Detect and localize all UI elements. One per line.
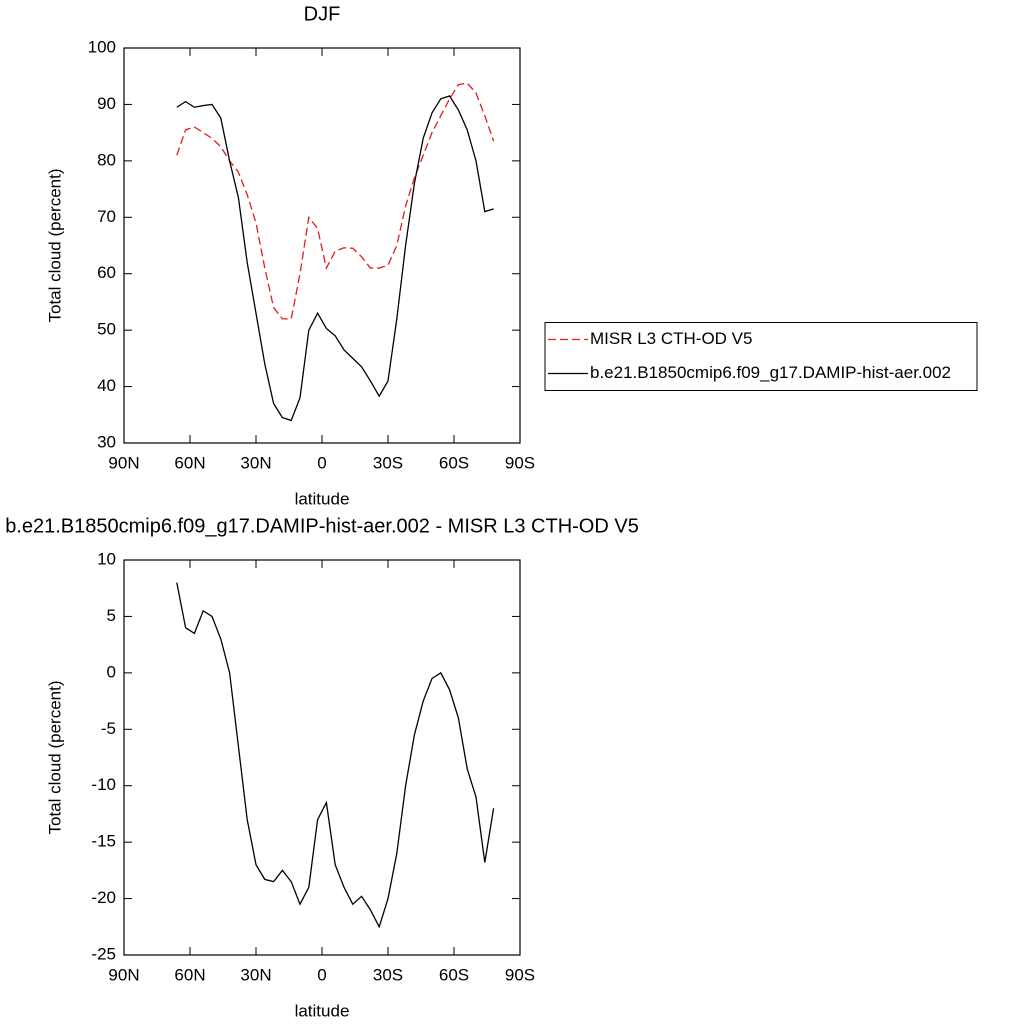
y-tick-label: 30 — [97, 432, 116, 451]
y-tick-label: 0 — [107, 662, 116, 681]
y-axis-label: Total cloud (percent) — [45, 168, 64, 322]
y-tick-label: 80 — [97, 150, 116, 169]
y-tick-label: -15 — [91, 832, 116, 851]
x-tick-label: 60S — [439, 453, 469, 472]
legend-box — [544, 322, 978, 391]
plot-frame — [123, 559, 521, 956]
plot-frame — [123, 47, 521, 444]
y-tick-label: 70 — [97, 207, 116, 226]
legend-label: MISR L3 CTH-OD V5 — [590, 329, 752, 348]
x-tick-label: 0 — [317, 453, 326, 472]
x-tick-label: 90S — [505, 453, 535, 472]
legend-label: b.e21.B1850cmip6.f09_g17.DAMIP-hist-aer.… — [590, 363, 951, 382]
x-tick-label: 30N — [240, 965, 271, 984]
series-line — [176, 582, 495, 929]
y-axis-label: Total cloud (percent) — [45, 680, 64, 834]
y-tick-label: 90 — [97, 94, 116, 113]
series-line — [176, 82, 495, 320]
x-tick-label: 90N — [108, 965, 139, 984]
x-tick-label: 30S — [373, 965, 403, 984]
y-tick-label: 5 — [107, 606, 116, 625]
y-tick-label: 50 — [97, 320, 116, 339]
y-tick-label: 60 — [97, 263, 116, 282]
x-axis-label: latitude — [295, 489, 350, 508]
y-tick-label: 40 — [97, 376, 116, 395]
y-tick-label: -5 — [101, 719, 116, 738]
y-tick-label: -10 — [91, 775, 116, 794]
chart-title: DJF — [304, 3, 341, 25]
x-tick-label: 60N — [174, 453, 205, 472]
chart-title: b.e21.B1850cmip6.f09_g17.DAMIP-hist-aer.… — [5, 515, 639, 537]
x-tick-label: 90N — [108, 453, 139, 472]
y-tick-label: -25 — [91, 944, 116, 963]
y-tick-label: 10 — [97, 549, 116, 568]
x-tick-label: 30N — [240, 453, 271, 472]
x-axis-label: latitude — [295, 1001, 350, 1020]
x-tick-label: 60N — [174, 965, 205, 984]
x-tick-label: 30S — [373, 453, 403, 472]
x-tick-label: 90S — [505, 965, 535, 984]
y-tick-label: 100 — [88, 37, 116, 56]
series-line — [176, 95, 494, 422]
x-tick-label: 60S — [439, 965, 469, 984]
y-tick-label: -20 — [91, 888, 116, 907]
x-tick-label: 0 — [317, 965, 326, 984]
